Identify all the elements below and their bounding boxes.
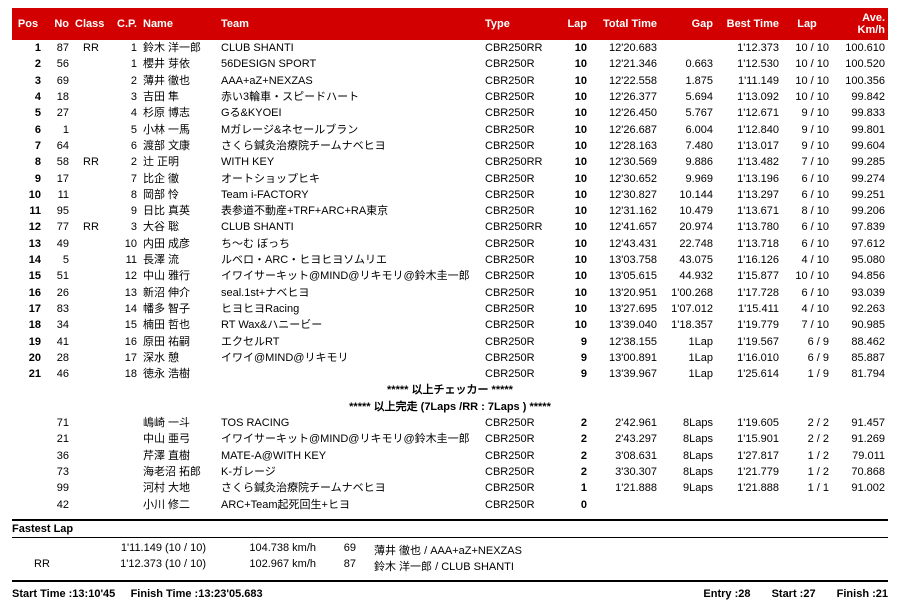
table-row: 4183吉田 隼赤い3輪車・スピードハートCBR250R1012'26.3775… [12, 89, 888, 105]
start-count: Start :27 [772, 588, 816, 600]
table-row: 214618徳永 浩樹CBR250R913'39.9671Lap1'25.614… [12, 366, 888, 382]
table-row: 11959日比 真英表参道不動産+TRF+ARC+RA東京CBR250R1012… [12, 203, 888, 219]
table-row: 3692薄井 徹也AAA+aZ+NEXZASCBR250R1012'22.558… [12, 73, 888, 89]
col-type: Type [482, 8, 560, 40]
table-row: 36芹澤 直樹MATE-A@WITH KEYCBR250R23'08.6318L… [12, 448, 888, 464]
col-blap: Lap [782, 8, 832, 40]
separator-finish: ***** 以上完走 (7Laps /RR : 7Laps ) ***** [12, 399, 888, 415]
table-row: 14511長澤 流ルベロ・ARC・ヒヨヒヨソムリエCBR250R1013'03.… [12, 252, 888, 268]
main-body: 187RR1鈴木 洋一郎CLUB SHANTICBR250RR1012'20.6… [12, 40, 888, 382]
table-row: 9177比企 徹オートショップヒキCBR250R1012'30.6529.969… [12, 171, 888, 187]
table-row: 2561櫻井 芽依56DESIGN SPORTCBR250R1012'21.34… [12, 56, 888, 72]
table-row: 858RR2辻 正明WITH KEYCBR250RR1012'30.5699.8… [12, 154, 888, 170]
entry-count: Entry :28 [703, 588, 750, 600]
table-row: 178314幡多 智子ヒヨヒヨRacingCBR250R1013'27.6951… [12, 301, 888, 317]
table-row: 1277RR3大谷 聡CLUB SHANTICBR250RR1012'41.65… [12, 219, 888, 235]
col-name: Name [140, 8, 218, 40]
col-no: No [44, 8, 72, 40]
table-row: 5274杉原 博志Gる&KYOEICBR250R1012'26.4505.767… [12, 105, 888, 121]
col-cp: C.P. [110, 8, 140, 40]
table-row: 183415楠田 哲也RT Wax&ハニービーCBR250R1013'39.04… [12, 317, 888, 333]
table-header: Pos No Class C.P. Name Team Type Lap Tot… [12, 8, 888, 40]
table-row: 134910内田 成彦ち～む ぼっちCBR250R1012'43.43122.7… [12, 236, 888, 252]
results-table: Pos No Class C.P. Name Team Type Lap Tot… [12, 8, 888, 513]
col-class: Class [72, 8, 110, 40]
table-row: 21中山 亜弓イワイサーキット@MIND@リキモリ@鈴木圭一郎CBR250R22… [12, 431, 888, 447]
col-lap: Lap [560, 8, 590, 40]
fastest-lap-header: Fastest Lap [12, 519, 888, 538]
table-row: 187RR1鈴木 洋一郎CLUB SHANTICBR250RR1012'20.6… [12, 40, 888, 56]
finish-time: Finish Time :13:23'05.683 [131, 588, 263, 600]
table-row: 71嶋崎 一斗TOS RACINGCBR250R22'42.9618Laps1'… [12, 415, 888, 431]
table-row: 10118岡部 怜Team i-FACTORYCBR250R1012'30.82… [12, 187, 888, 203]
separator-checker: ***** 以上チェッカー ***** [12, 382, 888, 398]
fastest-lap-row: RR1'12.373 (10 / 10)102.967 km/h87鈴木 洋一郎… [12, 558, 888, 574]
table-row: 42小川 修二ARC+Team起死回生+ヒヨCBR250R0 [12, 497, 888, 513]
footer: Start Time :13:10'45 Finish Time :13:23'… [12, 582, 888, 600]
dnf-body: 71嶋崎 一斗TOS RACINGCBR250R22'42.9618Laps1'… [12, 415, 888, 513]
col-pos: Pos [12, 8, 44, 40]
table-row: 615小林 一馬Mガレージ&ネセールブランCBR250R1012'26.6876… [12, 122, 888, 138]
col-team: Team [218, 8, 482, 40]
table-row: 155112中山 雅行イワイサーキット@MIND@リキモリ@鈴木圭一郎CBR25… [12, 268, 888, 284]
table-row: 73海老沼 拓郎K-ガレージCBR250R23'30.3078Laps1'21.… [12, 464, 888, 480]
col-gap: Gap [660, 8, 716, 40]
table-row: 7646渡部 文康さくら鍼灸治療院チームナベヒヨCBR250R1012'28.1… [12, 138, 888, 154]
table-row: 194116原田 祐嗣エクセルRTCBR250R912'38.1551Lap1'… [12, 334, 888, 350]
fastest-lap-row: 1'11.149 (10 / 10)104.738 km/h69薄井 徹也 / … [12, 542, 888, 558]
table-row: 99河村 大地さくら鍼灸治療院チームナベヒヨCBR250R11'21.8889L… [12, 480, 888, 496]
table-row: 202817深水 憩イワイ@MIND@リキモリCBR250R913'00.891… [12, 350, 888, 366]
start-time: Start Time :13:10'45 [12, 588, 115, 600]
col-ave: Ave.Km/h [832, 8, 888, 40]
table-row: 162613新沼 伸介seal.1st+ナベヒヨCBR250R1013'20.9… [12, 285, 888, 301]
finish-count: Finish :21 [837, 588, 888, 600]
fastest-lap-body: 1'11.149 (10 / 10)104.738 km/h69薄井 徹也 / … [12, 538, 888, 582]
col-total: Total Time [590, 8, 660, 40]
col-best: Best Time [716, 8, 782, 40]
